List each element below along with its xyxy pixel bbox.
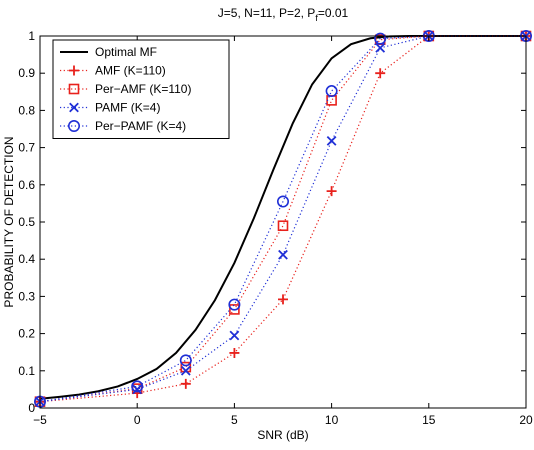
data-point [276,195,289,208]
title-main: J=5, N=11, P=2, P [218,6,316,20]
legend-label: Per−AMF (K=110) [95,82,191,96]
series-line [39,35,526,403]
legend-item: Optimal MF [60,45,157,59]
legend-item: Per−PAMF (K=4) [60,119,186,133]
legend-item: AMF (K=110) [60,64,166,78]
y-tick-label: 0.8 [18,103,35,117]
data-point [325,85,338,98]
data-point [228,298,241,311]
y-tick-label: 0 [28,401,35,415]
x-axis-label: SNR (dB) [257,428,308,442]
data-point [278,249,288,260]
y-tick-label: 0.7 [18,141,35,155]
x-tick-label: 5 [231,413,238,427]
data-point [229,330,240,341]
legend-item: PAMF (K=4) [60,101,160,115]
data-point [179,354,192,367]
y-tick-label: 0.2 [18,327,35,341]
x-tick-label: 20 [519,413,533,427]
legend-marker [68,120,81,133]
data-point [278,294,288,305]
data-point [277,220,289,232]
title-subscript: f [315,13,318,23]
y-tick-label: 0.4 [18,252,35,266]
y-tick-label: 0.5 [18,215,35,229]
legend-marker [68,83,80,95]
x-tick-label: 15 [422,413,436,427]
y-tick-label: 0.9 [18,66,35,80]
data-point [132,384,143,395]
legend-label: Optimal MF [95,45,157,59]
data-point [180,365,191,376]
legend-label: Per−PAMF (K=4) [95,119,186,133]
legend-label: AMF (K=110) [95,64,166,78]
title-tail: =0.01 [318,6,349,20]
data-point [131,380,144,393]
data-point [375,68,386,79]
data-point [326,186,337,197]
legend-item: Per−AMF (K=110) [60,82,191,96]
data-point [180,378,191,389]
legend-marker [69,102,79,113]
chart-title-text: J=5, N=11, P=2, Pf=0.01 [218,6,349,23]
x-tick-label: 0 [134,413,141,427]
data-point [375,43,386,53]
legend-label: PAMF (K=4) [95,101,160,115]
data-point [374,32,387,45]
y-tick-label: 0.3 [18,289,35,303]
data-point [326,136,337,146]
data-point [229,304,240,315]
legend-marker [69,65,79,76]
series-line [39,35,526,403]
y-tick-label: 0.6 [18,178,35,192]
y-tick-label: 1 [28,29,35,43]
x-tick-label: 10 [325,413,339,427]
x-tick-label: −5 [33,413,47,427]
chart-title: J=5, N=11, P=2, Pf=0.01 [218,6,349,23]
y-tick-label: 0.1 [18,364,35,378]
data-point [229,347,240,358]
series-3 [35,31,531,407]
y-axis-label: PROBABILITY OF DETECTION [2,136,16,307]
legend: Optimal MF AMF (K=110) Per−AMF (K=110) PAMF… [52,39,230,139]
